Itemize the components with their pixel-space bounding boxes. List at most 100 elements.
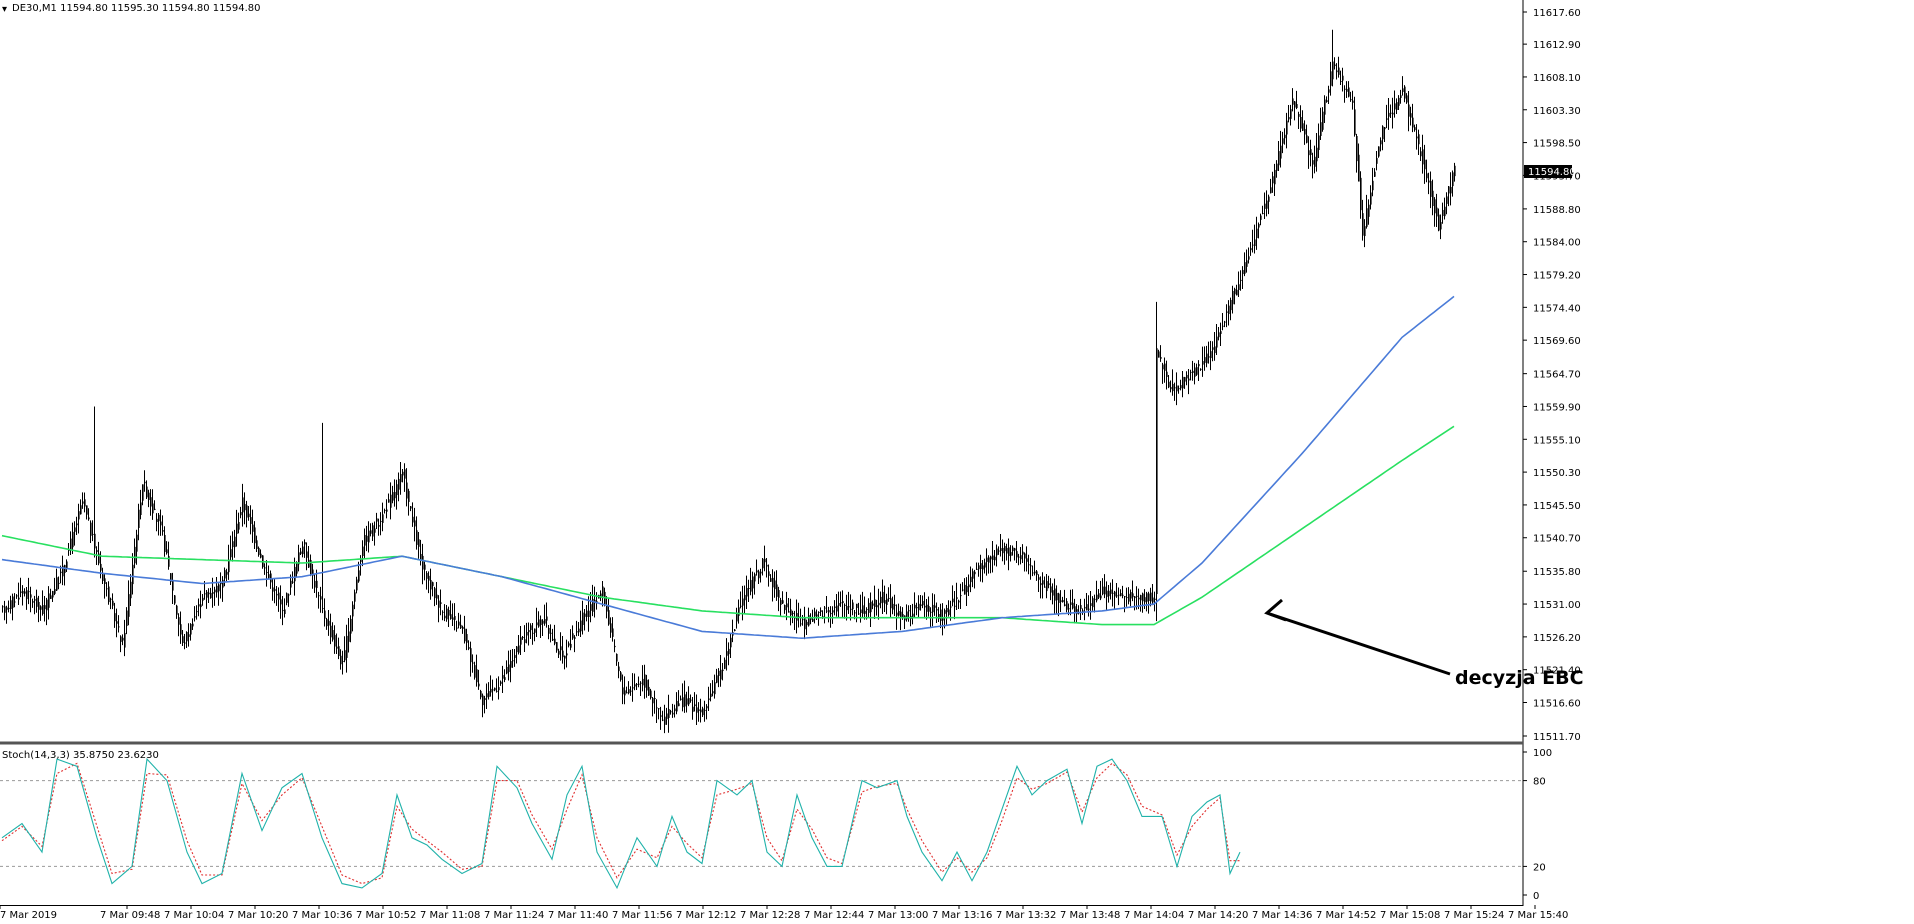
candle-body <box>310 560 312 576</box>
candle-body <box>382 514 384 523</box>
candle-body <box>678 703 680 707</box>
candle-body <box>1428 180 1430 183</box>
candle-body <box>1066 601 1068 610</box>
candle-body <box>850 608 852 610</box>
candle-body <box>1210 351 1212 359</box>
candle-body <box>1112 592 1114 594</box>
candle-body <box>866 609 868 611</box>
candle-body <box>1270 187 1272 194</box>
candle-body <box>1022 551 1024 555</box>
candle-body <box>442 611 444 613</box>
candle-body <box>880 596 882 604</box>
candle-body <box>506 666 508 674</box>
price-tick-label: 11579.20 <box>1533 271 1581 282</box>
candle-body <box>708 698 710 701</box>
candle-body <box>1110 589 1112 594</box>
candle-body <box>1432 190 1434 207</box>
candle-body <box>1016 551 1018 558</box>
candle-body <box>42 605 44 615</box>
candle-body <box>388 499 390 503</box>
price-axis: 11617.60 11612.90 11608.10 11603.30 11598.50… <box>1523 8 1581 743</box>
price-tick-label: 11531.00 <box>1533 600 1581 611</box>
candle-body <box>314 580 316 588</box>
candle-body <box>208 592 210 595</box>
candle-body <box>1042 580 1044 585</box>
candle-body <box>1244 262 1246 274</box>
candle-body <box>1258 224 1260 228</box>
candle-body <box>690 699 692 701</box>
candle-body <box>638 683 640 685</box>
candle-body <box>710 693 712 698</box>
candle-body <box>158 514 160 522</box>
candle-body <box>794 617 796 619</box>
candle-body <box>1336 70 1338 73</box>
candle-body <box>750 580 752 592</box>
candle-body <box>1374 171 1376 177</box>
candle-body <box>918 603 920 611</box>
candle-body <box>1140 595 1142 601</box>
candle-body <box>1172 383 1174 392</box>
candle-body <box>996 548 998 556</box>
candle-body <box>28 591 30 593</box>
candle-body <box>784 605 786 611</box>
candle-body <box>1158 351 1160 358</box>
candle-body <box>872 603 874 606</box>
candle-body <box>1370 192 1372 205</box>
candle-body <box>602 586 604 597</box>
candle-body <box>466 634 468 643</box>
candle-body <box>366 535 368 542</box>
candle-body <box>982 565 984 570</box>
candle-body <box>744 594 746 601</box>
candle-body <box>692 706 694 712</box>
candle-body <box>1274 169 1276 185</box>
candle-body <box>80 505 82 515</box>
candle-body <box>896 612 898 616</box>
candle-body <box>92 533 94 535</box>
candle-body <box>1358 154 1360 182</box>
candle-body <box>1326 100 1328 102</box>
candle-body <box>964 584 966 595</box>
candle-body <box>216 585 218 593</box>
candle-body <box>534 628 536 633</box>
price-tick-label: 11550.30 <box>1533 468 1581 479</box>
candle-body <box>280 599 282 605</box>
candle-body <box>166 549 168 554</box>
candle-body <box>1352 100 1354 103</box>
time-tick-label: 7 Mar 09:48 <box>100 910 160 921</box>
candle-body <box>186 632 188 642</box>
candle-body <box>450 614 452 619</box>
candle-body <box>944 610 946 614</box>
candle-body <box>758 571 760 579</box>
candle-body <box>1392 112 1394 115</box>
candle-body <box>1262 213 1264 215</box>
price-tick-label: 11608.10 <box>1533 73 1581 84</box>
candle-body <box>892 603 894 610</box>
candle-body <box>190 623 192 635</box>
candle-body <box>762 558 764 569</box>
candle-body <box>938 614 940 620</box>
candle-body <box>412 516 414 523</box>
candle-body <box>1284 134 1286 139</box>
collapse-arrow-icon[interactable]: ▾ <box>2 4 7 15</box>
candle-body <box>522 637 524 639</box>
candle-body <box>454 616 456 620</box>
candle-body <box>790 609 792 616</box>
candle-body <box>244 504 246 511</box>
candle-body <box>242 497 244 513</box>
price-tick-label: 11555.10 <box>1533 435 1581 446</box>
candle-body <box>1032 572 1034 574</box>
candle-body <box>1060 600 1062 603</box>
candle-body <box>538 619 540 627</box>
candle-body <box>788 611 790 613</box>
candle-body <box>568 643 570 646</box>
candle-body <box>1144 597 1146 603</box>
candle-body <box>646 679 648 691</box>
candle-body <box>1106 590 1108 597</box>
time-tick-label: 7 Mar 12:12 <box>676 910 736 921</box>
candle-body <box>978 565 980 570</box>
candle-body <box>1364 226 1366 237</box>
candle-body <box>510 661 512 668</box>
candle-body <box>862 605 864 614</box>
candle-body <box>890 598 892 609</box>
